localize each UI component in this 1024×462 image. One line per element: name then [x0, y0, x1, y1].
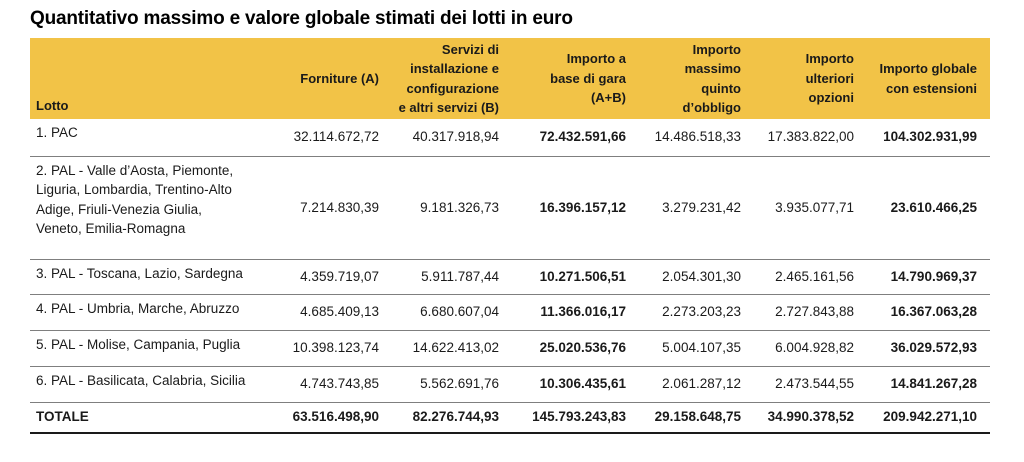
table-row-lot-6: 6. PAL - Basilicata, Calabria, Sicilia 4… — [30, 365, 990, 402]
col-header-quinto: Importo massimo quinto d’obbligo — [682, 41, 741, 116]
cell-globale: 23.610.466,25 — [857, 155, 990, 259]
col-header-forniture: Forniture (A) — [300, 70, 379, 86]
cell-lotto: 5. PAL - Molise, Campania, Puglia — [30, 329, 262, 366]
cell-servizi: 5.911.787,44 — [382, 258, 502, 294]
table-header-row: Lotto Forniture (A) Servizi di installaz… — [30, 38, 990, 119]
cell-quinto: 2.273.203,23 — [629, 293, 744, 330]
table-row-lot-5: 5. PAL - Molise, Campania, Puglia 10.398… — [30, 329, 990, 366]
cell-forniture: 4.743.743,85 — [262, 365, 382, 402]
cell-opzioni: 2.465.161,56 — [744, 258, 857, 294]
cell-base-gara: 10.271.506,51 — [502, 258, 629, 294]
cell-globale: 104.302.931,99 — [883, 129, 977, 145]
cell-globale: 16.367.063,28 — [857, 293, 990, 330]
cell-servizi: 40.317.918,94 — [412, 129, 499, 145]
cell-total-forniture: 63.516.498,90 — [262, 401, 382, 434]
table-row-lot-2: 2. PAL - Valle d’Aosta, Piemonte, Liguri… — [30, 155, 990, 259]
cell-total-servizi: 82.276.744,93 — [382, 401, 502, 434]
col-header-lotto: Lotto — [36, 97, 69, 113]
cell-total-opzioni: 34.990.378,52 — [744, 401, 857, 434]
col-header-base-gara: Importo a base di gara (A+B) — [550, 51, 626, 106]
cell-lotto: 6. PAL - Basilicata, Calabria, Sicilia — [30, 365, 262, 402]
cell-base-gara: 25.020.536,76 — [502, 329, 629, 366]
cell-total-quinto: 29.158.648,75 — [629, 401, 744, 434]
col-header-servizi: Servizi di installazione e configurazion… — [398, 41, 499, 116]
cell-servizi: 14.622.413,02 — [382, 329, 502, 366]
cell-globale: 14.841.267,28 — [857, 365, 990, 402]
cell-quinto: 14.486.518,33 — [654, 129, 741, 145]
cell-globale: 14.790.969,37 — [857, 258, 990, 294]
cell-lotto: 4. PAL - Umbria, Marche, Abruzzo — [30, 293, 262, 330]
col-header-opzioni: Importo ulteriori opzioni — [805, 51, 854, 106]
cell-servizi: 9.181.326,73 — [382, 155, 502, 259]
cell-lotto: 2. PAL - Valle d’Aosta, Piemonte, Liguri… — [30, 155, 262, 259]
cell-forniture: 32.114.672,72 — [293, 129, 379, 145]
col-header-globale: Importo globale con estensioni — [879, 61, 978, 96]
cell-quinto: 5.004.107,35 — [629, 329, 744, 366]
cell-opzioni: 2.727.843,88 — [744, 293, 857, 330]
cell-base-gara: 72.432.591,66 — [539, 129, 626, 145]
cell-opzioni: 2.473.544,55 — [744, 365, 857, 402]
cell-base-gara: 16.396.157,12 — [502, 155, 629, 259]
cell-lotto: 1. PAC — [36, 125, 78, 140]
table-row-lot-1: 1. PAC 32.114.672,72 40.317.918,94 72.43… — [30, 119, 990, 156]
cell-quinto: 2.054.301,30 — [629, 258, 744, 294]
cell-base-gara: 11.366.016,17 — [502, 293, 629, 330]
cell-total-globale: 209.942.271,10 — [857, 401, 990, 434]
cell-forniture: 4.359.719,07 — [262, 258, 382, 294]
lots-table: Lotto Forniture (A) Servizi di installaz… — [30, 38, 990, 434]
table-row-total: TOTALE 63.516.498,90 82.276.744,93 145.7… — [30, 401, 990, 434]
cell-servizi: 5.562.691,76 — [382, 365, 502, 402]
cell-forniture: 4.685.409,13 — [262, 293, 382, 330]
cell-base-gara: 10.306.435,61 — [502, 365, 629, 402]
cell-globale: 36.029.572,93 — [857, 329, 990, 366]
document-page: Quantitativo massimo e valore globale st… — [30, 8, 990, 434]
cell-lotto: 3. PAL - Toscana, Lazio, Sardegna — [30, 258, 262, 294]
page-title: Quantitativo massimo e valore globale st… — [30, 8, 573, 29]
cell-opzioni: 6.004.928,82 — [744, 329, 857, 366]
cell-opzioni: 17.383.822,00 — [767, 129, 854, 145]
cell-quinto: 3.279.231,42 — [629, 155, 744, 259]
table-row-lot-3: 3. PAL - Toscana, Lazio, Sardegna 4.359.… — [30, 258, 990, 294]
table-row-lot-4: 4. PAL - Umbria, Marche, Abruzzo 4.685.4… — [30, 293, 990, 330]
cell-quinto: 2.061.287,12 — [629, 365, 744, 402]
cell-total-label: TOTALE — [30, 401, 262, 434]
cell-total-base-gara: 145.793.243,83 — [502, 401, 629, 434]
cell-forniture: 10.398.123,74 — [262, 329, 382, 366]
cell-opzioni: 3.935.077,71 — [744, 155, 857, 259]
cell-servizi: 6.680.607,04 — [382, 293, 502, 330]
cell-forniture: 7.214.830,39 — [262, 155, 382, 259]
